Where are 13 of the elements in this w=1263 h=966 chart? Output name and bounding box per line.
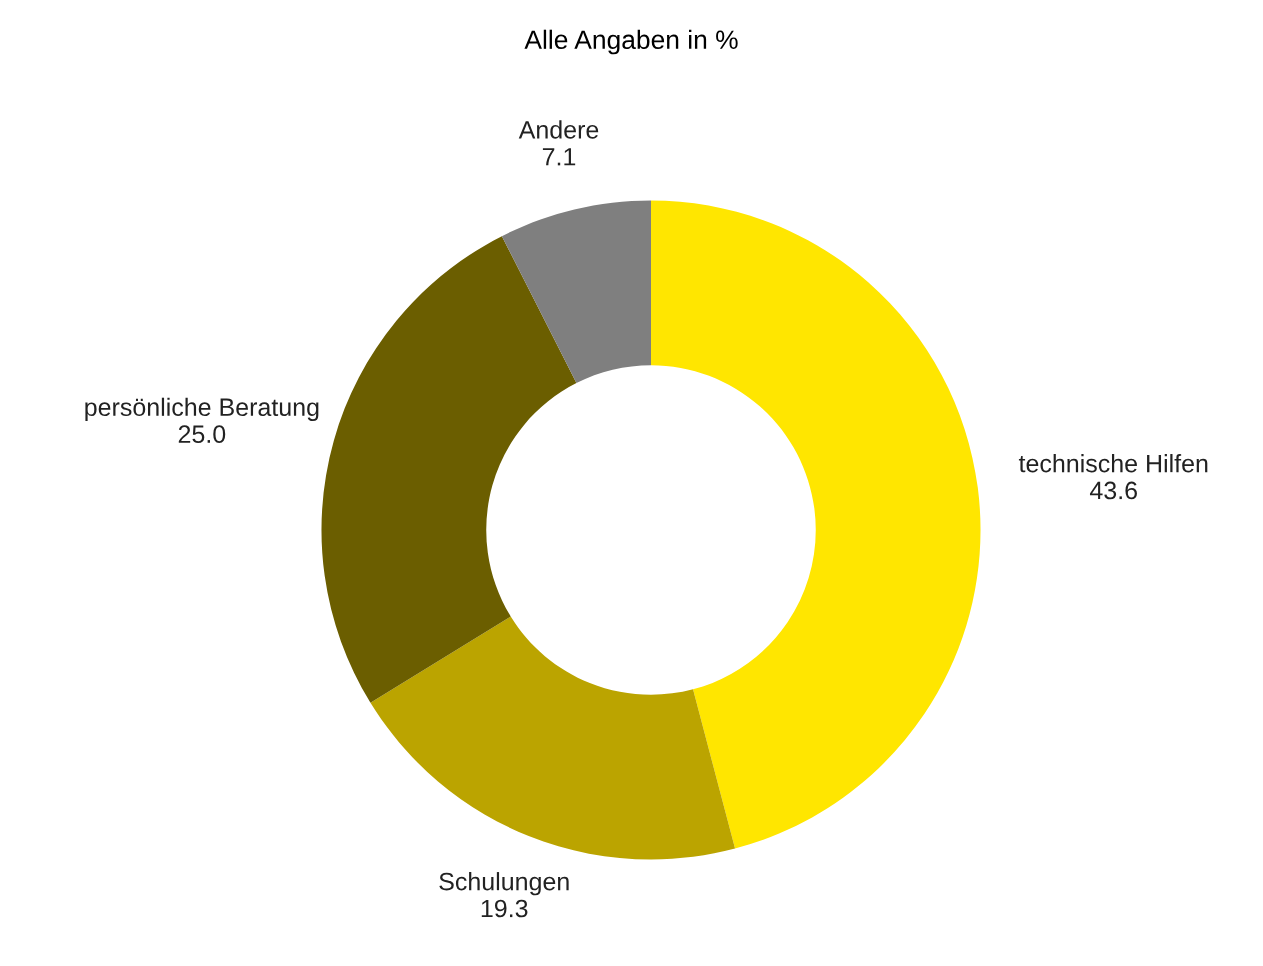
donut-slice [370,616,736,860]
slice-label: technische Hilfen [1018,454,1208,473]
data-label: 43.6 [1089,481,1137,500]
slice-label: persönliche Beratung [85,397,319,422]
slice-label: Andere [518,120,599,139]
donut-slice [501,200,651,384]
donut-slice [651,200,981,849]
chart-title: Alle Angaben in % [524,29,738,55]
donut-slice [321,236,577,703]
data-label: 25.0 [178,425,226,443]
slice-label: Schulungen [439,872,569,896]
data-label: 7.1 [542,148,576,166]
data-label: 19.3 [481,899,528,918]
